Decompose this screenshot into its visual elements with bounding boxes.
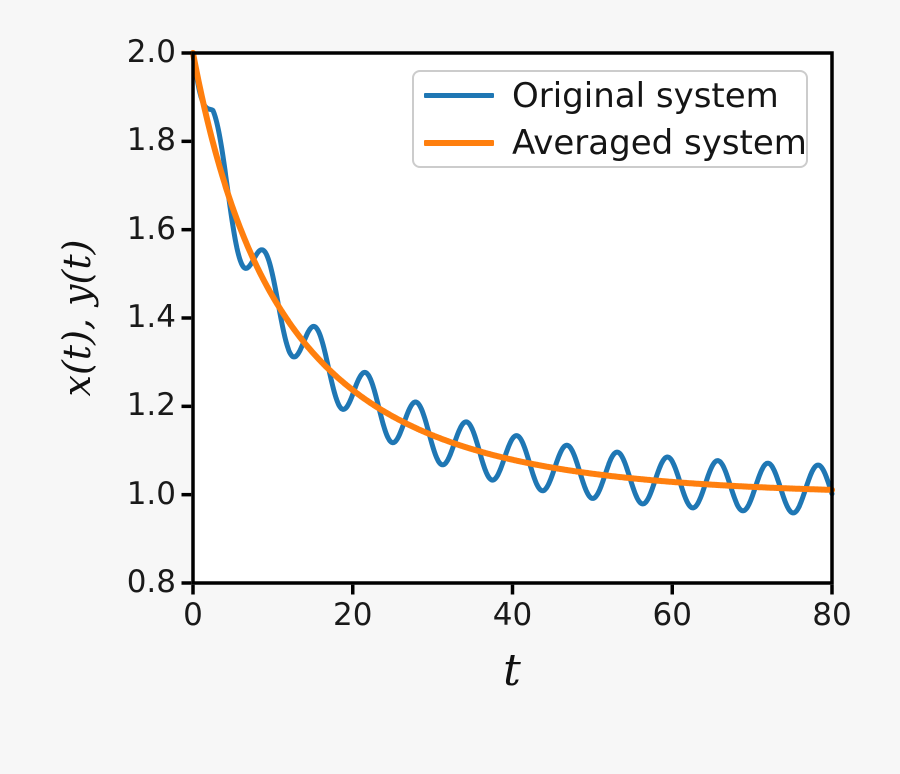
y-tick-label: 2.0 [126,33,176,70]
x-tick-label: 80 [812,597,852,633]
legend: Original system Averaged system [412,70,808,168]
legend-item: Original system [424,72,806,119]
series-line-original [190,50,835,516]
legend-line-swatch [424,93,494,98]
y-tick-label: 0.8 [126,563,176,600]
y-tick-label: 1.4 [126,298,176,335]
legend-line-swatch [424,139,494,146]
legend-item-label: Averaged system [512,122,807,163]
legend-item: Averaged system [424,119,807,166]
x-tick-label: 40 [492,597,533,633]
x-tick-label: 0 [183,597,203,633]
series-line-averaged [190,50,835,493]
axes-spines [191,51,834,585]
y-tick-label: 1.0 [126,475,176,512]
y-tick-label: 1.2 [126,387,176,424]
legend-item-label: Original system [512,75,779,116]
y-tick-label: 1.8 [126,122,176,159]
x-tick-label: 60 [652,597,692,633]
y-tick-label: 1.6 [126,210,176,247]
x-tick-label: 20 [333,597,373,633]
x-axis-label: t [503,645,521,696]
y-axis-label: x(t), y(t) [55,239,99,397]
